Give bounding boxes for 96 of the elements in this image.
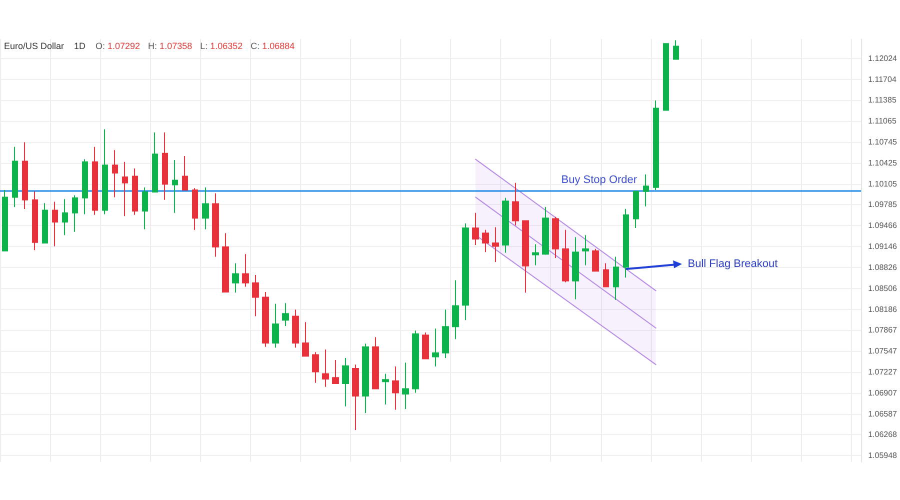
y-tick-label: 1.07547	[868, 346, 898, 356]
candlestick	[322, 349, 329, 388]
candlestick	[532, 244, 539, 266]
candlestick	[562, 229, 569, 283]
candlestick	[202, 186, 209, 230]
candlestick	[623, 208, 629, 278]
y-tick-label: 1.06268	[868, 430, 898, 440]
candlestick	[172, 159, 178, 214]
candlestick	[462, 222, 469, 321]
candlestick	[232, 262, 239, 294]
candlestick	[633, 190, 639, 228]
candlestick	[112, 150, 118, 198]
candlestick	[312, 352, 319, 384]
candlestick	[392, 366, 399, 410]
candlestick	[472, 212, 479, 246]
candlestick	[122, 161, 128, 217]
candlestick	[673, 40, 679, 60]
chart-subtitle: 1D	[74, 41, 86, 51]
candlestick	[412, 330, 419, 394]
candlestick	[22, 142, 28, 210]
ref-line-label: Buy Stop Order	[561, 174, 638, 186]
candlestick	[52, 201, 58, 247]
y-tick-label: 1.10425	[868, 158, 898, 168]
candlestick	[252, 274, 259, 317]
y-tick-label: 1.08506	[868, 284, 898, 293]
candlestick	[522, 220, 529, 294]
candlestick	[142, 186, 148, 230]
y-tick-label: 1.07227	[868, 367, 898, 376]
candlestick	[192, 188, 198, 230]
y-tick-label: 1.11065	[868, 116, 897, 126]
candlestick	[182, 156, 188, 191]
annotation: C: 1.06884	[250, 41, 295, 51]
candlestick	[382, 373, 389, 405]
y-tick-label: 1.09785	[868, 200, 898, 210]
candlestick	[32, 190, 38, 251]
candlestick	[282, 302, 289, 327]
y-tick-label: 1.10105	[868, 179, 898, 188]
candlestick	[402, 362, 409, 410]
candlestick	[613, 256, 619, 300]
candlestick	[132, 168, 138, 216]
candlestick	[302, 322, 309, 357]
candlestick	[2, 190, 8, 252]
candlestick	[603, 262, 609, 288]
candlestick	[512, 182, 519, 226]
candlestick	[102, 128, 108, 215]
y-tick-label: 1.09466	[868, 221, 898, 230]
candlestick	[272, 303, 279, 348]
candlestick	[482, 229, 489, 253]
y-tick-label: 1.08186	[868, 304, 898, 314]
candlestick	[42, 202, 48, 244]
candlestick	[292, 309, 299, 348]
candlestick	[212, 192, 219, 258]
candlestick	[152, 132, 158, 192]
candlestick	[542, 206, 549, 256]
candlestick	[592, 248, 599, 272]
candlestick	[442, 309, 449, 359]
candlestick	[663, 43, 669, 111]
candlestick	[643, 174, 649, 207]
candlestick	[332, 360, 339, 384]
candlestick	[492, 226, 499, 262]
candlestick	[452, 280, 459, 340]
candlestick	[12, 146, 18, 208]
y-tick-label: 1.12024	[868, 54, 898, 63]
chart-title: Euro/US Dollar	[4, 41, 64, 51]
candlestick	[62, 198, 68, 236]
candlestick	[262, 292, 269, 348]
y-tick-label: 1.11385	[868, 96, 897, 105]
candlestick	[572, 236, 579, 300]
candlestick	[362, 343, 369, 414]
y-tick-label: 1.11704	[868, 74, 897, 84]
candlestick	[372, 336, 379, 390]
candlestick	[422, 332, 429, 360]
y-tick-label: 1.06587	[868, 409, 898, 418]
y-tick-label: 1.09146	[868, 242, 898, 252]
candlestick	[82, 158, 88, 215]
candlestick	[222, 232, 229, 293]
candlestick	[72, 194, 78, 232]
annotation: O: 1.07292	[96, 41, 140, 51]
y-tick-label: 1.06907	[868, 388, 898, 398]
candlestick	[582, 234, 589, 266]
y-tick-label: 1.10745	[868, 137, 898, 146]
y-tick-label: 1.08826	[868, 262, 898, 272]
candlestick	[502, 197, 509, 254]
candlestick	[342, 358, 349, 407]
candlestick	[162, 132, 168, 200]
candlestick	[653, 100, 659, 191]
annotation: Bull Flag Breakout	[688, 258, 778, 270]
y-tick-label: 1.05948	[868, 451, 898, 460]
candlestick	[552, 216, 559, 259]
candlestick	[432, 328, 439, 368]
annotation: H: 1.07358	[148, 41, 192, 51]
candlestick	[352, 364, 359, 430]
y-tick-label: 1.07867	[868, 326, 898, 335]
annotation: L: 1.06352	[200, 41, 243, 51]
candlestick	[92, 146, 98, 216]
candlestick	[242, 254, 249, 288]
